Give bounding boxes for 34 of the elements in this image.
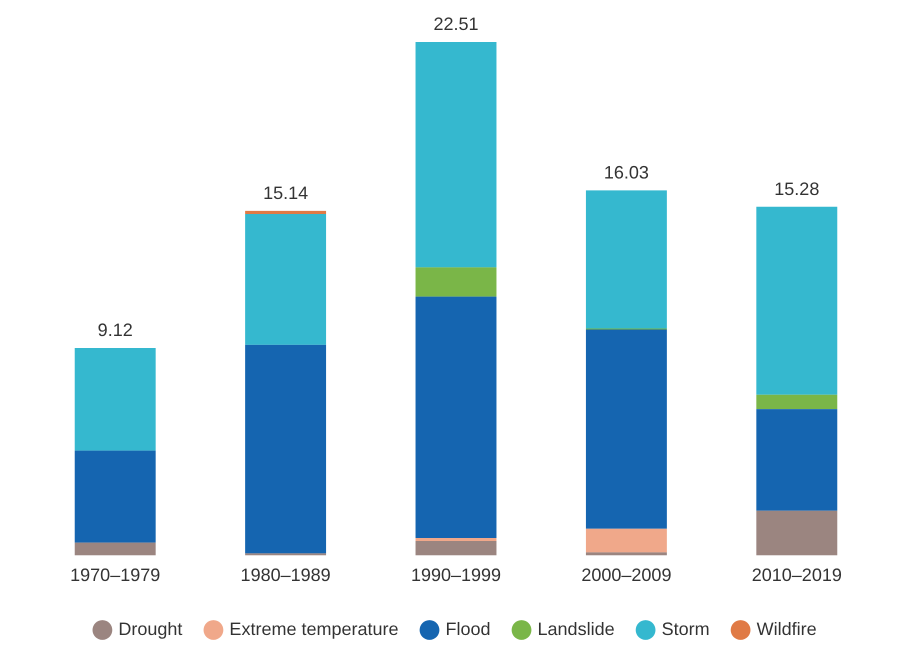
legend-label: Landslide — [538, 618, 615, 639]
x-tick-label: 2000–2009 — [581, 565, 672, 586]
x-tick-label: 1980–1989 — [240, 565, 331, 586]
bar — [416, 296, 496, 538]
legend-label: Wildfire — [756, 618, 817, 639]
x-tick-label: 2010–2019 — [752, 565, 842, 586]
bar — [74, 450, 156, 543]
bar — [586, 190, 667, 328]
bar — [756, 206, 838, 395]
annotation: 15.14 — [263, 182, 308, 203]
bar — [586, 330, 667, 529]
annotation: 22.51 — [433, 14, 479, 34]
legend-label: Storm — [662, 618, 710, 639]
bar — [74, 348, 156, 451]
legend-label: Drought — [118, 618, 182, 639]
bar — [416, 42, 496, 268]
legend-label: Extreme temperature — [229, 618, 399, 639]
bar — [756, 394, 838, 410]
bar — [416, 267, 496, 297]
annotation: 9.12 — [98, 320, 133, 340]
bar — [586, 528, 667, 552]
bar — [756, 510, 838, 556]
x-tick-label: 1990–1999 — [410, 565, 502, 586]
legend-label: Flood — [446, 618, 491, 639]
x-tick-label: 1970–1979 — [70, 565, 160, 586]
annotation: 16.03 — [604, 162, 649, 182]
bar — [245, 344, 326, 554]
annotation: 15.28 — [774, 178, 820, 199]
bar — [416, 538, 496, 542]
bar — [756, 409, 838, 511]
bar — [245, 210, 326, 214]
bar — [245, 214, 326, 345]
bar — [74, 542, 156, 556]
bar — [416, 541, 496, 556]
